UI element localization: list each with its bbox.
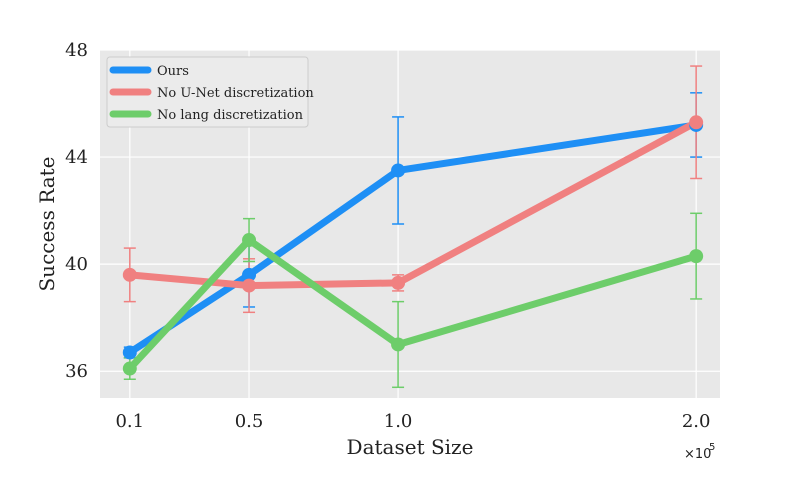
legend-box bbox=[106, 56, 309, 128]
x-tick-label: 0.5 bbox=[235, 411, 264, 432]
y-tick-label: 40 bbox=[65, 254, 88, 275]
y-tick-label: 36 bbox=[65, 361, 88, 382]
y-axis-label: Success Rate bbox=[35, 156, 59, 291]
series-line-no-u-net-discretization bbox=[126, 118, 700, 290]
data-point-ours bbox=[242, 267, 257, 282]
x-tick-label: 0.1 bbox=[115, 411, 144, 432]
legend-label-no-lang-discretization: No lang discretization bbox=[157, 108, 304, 123]
legend-label-no-u-net-discretization: No U-Net discretization bbox=[157, 86, 314, 101]
x-axis-label: Dataset Size bbox=[347, 435, 474, 459]
data-point-no-lang-discretization bbox=[242, 233, 257, 248]
series-line-ours bbox=[126, 121, 700, 356]
data-point-no-lang-discretization bbox=[689, 249, 704, 264]
y-tick-labels: 36 40 44 48 bbox=[65, 40, 88, 382]
y-tick-label: 48 bbox=[65, 40, 88, 61]
data-point-no-lang-discretization bbox=[122, 361, 137, 376]
data-point-ours bbox=[122, 345, 137, 360]
legend: Ours No U-Net discretization No lang discr… bbox=[106, 56, 314, 128]
data-point-no-u-net-discretization bbox=[242, 278, 257, 293]
y-tick-label: 44 bbox=[65, 147, 88, 168]
data-point-no-lang-discretization bbox=[391, 337, 406, 352]
series-line-no-lang-discretization bbox=[126, 236, 700, 373]
x-scale-multiplier: ×10 5 bbox=[684, 442, 715, 462]
data-point-no-u-net-discretization bbox=[391, 275, 406, 290]
x-tick-label: 2.0 bbox=[682, 411, 711, 432]
x-tick-label: 1.0 bbox=[384, 411, 413, 432]
x-scale-exponent: 5 bbox=[709, 442, 715, 453]
series-points bbox=[122, 115, 704, 376]
data-point-no-u-net-discretization bbox=[122, 267, 137, 282]
data-point-ours bbox=[391, 163, 406, 178]
x-scale-base: ×10 bbox=[684, 447, 711, 462]
legend-label-ours: Ours bbox=[157, 64, 189, 79]
x-tick-labels: 0.1 0.5 1.0 2.0 bbox=[115, 411, 710, 432]
data-point-no-u-net-discretization bbox=[689, 115, 704, 130]
series-lines bbox=[126, 118, 700, 373]
